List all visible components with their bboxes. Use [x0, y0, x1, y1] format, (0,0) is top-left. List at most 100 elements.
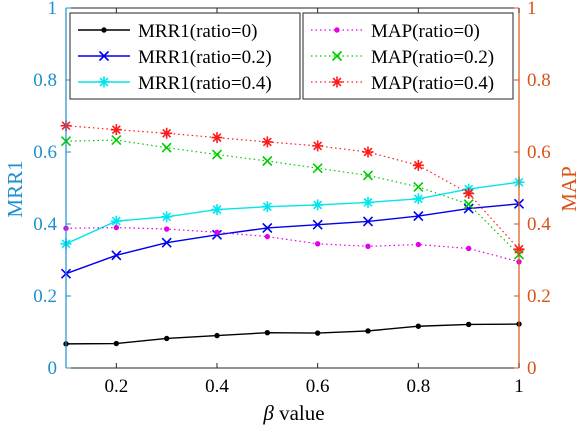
data-point	[362, 146, 374, 158]
series-line-3	[65, 226, 520, 263]
y-axis-label-right: MAP	[557, 166, 581, 212]
y-tick-label-right: 0.8	[527, 70, 551, 91]
legend-label: MRR1(ratio=0)	[138, 21, 257, 42]
legend-label: MRR1(ratio=0.4)	[138, 73, 272, 94]
x-axis-label: β value	[262, 401, 324, 425]
data-point	[211, 149, 223, 160]
x-axis-label-text: value	[274, 401, 325, 425]
legend-item: MAP(ratio=0)	[311, 21, 480, 42]
legend-marker	[98, 76, 110, 88]
data-point	[163, 226, 170, 232]
series-layer	[60, 120, 525, 347]
legend-box-0: MRR1(ratio=0) MRR1(ratio=0.2) MRR1(ratio=0…	[69, 12, 301, 100]
data-point	[110, 215, 122, 227]
data-point	[415, 241, 422, 248]
data-point	[312, 163, 323, 174]
series-line-4	[65, 139, 520, 256]
data-point	[113, 224, 120, 231]
y-axis-label-left: MRR1	[3, 160, 27, 217]
data-point	[362, 196, 374, 208]
data-point	[362, 216, 374, 227]
data-point	[261, 136, 273, 148]
y-tick-label-left: 1	[48, 0, 58, 19]
legend-label: MAP(ratio=0.4)	[371, 73, 494, 94]
data-point	[314, 330, 321, 336]
y-tick-label-right: 0.4	[527, 214, 551, 235]
y-tick-label-left: 0.4	[33, 214, 57, 235]
x-tick-label: 1	[514, 376, 524, 397]
data-point	[163, 335, 170, 342]
data-point	[314, 241, 321, 247]
legend-marker	[334, 27, 340, 33]
data-point	[214, 229, 220, 235]
data-point	[262, 222, 273, 234]
data-point	[463, 203, 474, 214]
data-point	[111, 135, 122, 146]
data-point	[312, 140, 324, 152]
series-line-2	[65, 181, 520, 245]
data-point	[113, 340, 120, 347]
data-point	[161, 237, 172, 248]
legend-marker	[101, 27, 107, 33]
y-tick-label-left: 0.8	[33, 70, 57, 91]
x-tick-label: 0.4	[205, 376, 229, 397]
data-point	[161, 142, 172, 153]
legend-item: MAP(ratio=0.4)	[311, 73, 494, 94]
series-5	[60, 120, 525, 255]
data-point	[161, 211, 173, 223]
y-tick-label-right: 0	[527, 358, 537, 379]
data-point	[111, 250, 122, 261]
legend-label: MAP(ratio=0.2)	[371, 47, 494, 68]
data-point	[412, 193, 424, 205]
y-tick-label-right: 0.2	[527, 286, 551, 307]
data-point	[161, 127, 173, 139]
legend-label: MRR1(ratio=0.2)	[138, 47, 272, 68]
data-point	[211, 132, 223, 144]
data-point	[465, 245, 472, 252]
data-point	[264, 330, 271, 336]
data-point	[413, 211, 424, 222]
data-point	[362, 170, 374, 181]
series-3	[63, 224, 522, 265]
legend-item: MAP(ratio=0.2)	[311, 47, 494, 68]
legend-marker	[331, 76, 343, 88]
x-tick-label: 0.8	[406, 376, 430, 397]
x-axis-label-symbol: β	[262, 401, 274, 425]
data-point	[463, 199, 474, 210]
x-tick-label: 0.6	[306, 376, 330, 397]
legend-label: MAP(ratio=0)	[371, 21, 480, 42]
data-point	[365, 328, 371, 334]
series-line-0	[65, 323, 520, 345]
series-4	[60, 135, 525, 260]
legend-marker	[98, 50, 110, 62]
legend-box-1: MAP(ratio=0) MAP(ratio=0.2) MAP(ratio=0.4)	[302, 12, 514, 100]
legend-item: MRR1(ratio=0.4)	[78, 73, 272, 94]
data-point	[264, 233, 271, 240]
data-point	[110, 124, 122, 136]
legend: MRR1(ratio=0) MRR1(ratio=0.2) MRR1(ratio=0…	[69, 12, 514, 100]
data-point	[365, 243, 371, 250]
series-line-5	[65, 125, 520, 250]
data-point	[211, 204, 223, 216]
data-point	[214, 332, 220, 339]
legend-marker	[331, 50, 343, 62]
data-point	[262, 155, 273, 167]
data-point	[312, 219, 323, 230]
data-point	[412, 159, 424, 171]
axes: 0.2 0.4 0.6 0.8 10 00.2 0.20.4 0.40.6 0.60.8 0.81…	[33, 0, 551, 397]
data-point	[312, 199, 324, 211]
series-0	[63, 321, 522, 347]
y-tick-label-left: 0.6	[33, 142, 57, 163]
data-point	[413, 181, 424, 192]
data-point	[415, 323, 422, 329]
legend-item: MRR1(ratio=0.2)	[78, 47, 272, 68]
series-line-1	[65, 203, 520, 275]
y-tick-label-right: 0.6	[527, 142, 551, 163]
x-tick-label: 0.2	[104, 376, 128, 397]
series-1	[60, 198, 525, 279]
data-point	[261, 201, 273, 213]
data-point	[465, 321, 472, 328]
y-tick-label-left: 0	[48, 358, 58, 379]
series-2	[60, 176, 525, 250]
